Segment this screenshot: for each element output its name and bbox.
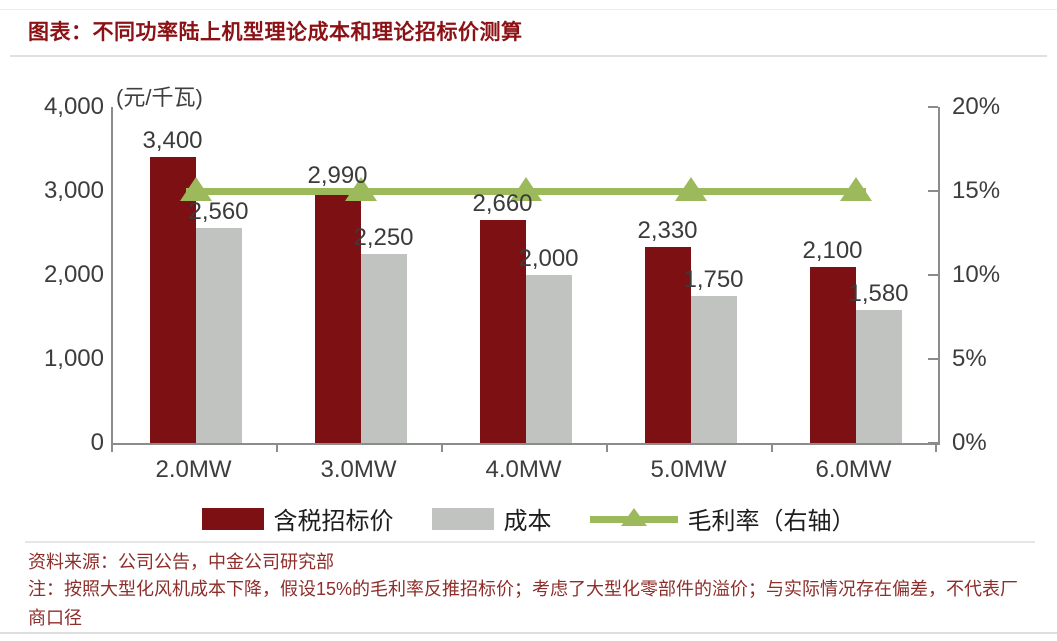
bar-bid-price-value-label: 2,990 <box>307 161 368 189</box>
footer-divider <box>25 541 1035 543</box>
legend-item: 含税招标价 <box>201 501 394 536</box>
bar-cost <box>855 310 902 443</box>
bar-cost-value-label: 2,000 <box>518 245 579 272</box>
bar-cost <box>360 254 407 443</box>
right-axis-tick-label: 15% <box>952 177 1001 204</box>
left-axis-tick-label: 1,000 <box>43 345 104 372</box>
bar-bid-price-value-label: 3,400 <box>142 127 203 155</box>
x-axis-category-label: 3.0MW <box>320 456 397 483</box>
x-axis-category-label: 2.0MW <box>155 456 232 483</box>
bar-cost-value-label: 1,750 <box>683 266 744 293</box>
legend-item: 毛利率（右轴） <box>589 501 856 536</box>
right-axis-tick-mark <box>928 190 938 192</box>
right-axis-tick-mark <box>928 358 938 360</box>
gross-margin-marker-triangle-icon <box>179 177 212 201</box>
legend-swatch-bar-icon <box>201 507 264 530</box>
x-axis-tick-mark <box>606 443 608 452</box>
bar-cost <box>690 296 737 443</box>
bar-bid-price <box>149 157 196 443</box>
gross-margin-marker-triangle-icon <box>839 177 872 201</box>
legend-triangle-icon <box>620 507 647 526</box>
right-axis-tick-label: 5% <box>952 345 987 372</box>
gross-margin-marker-triangle-icon <box>344 177 377 201</box>
bar-cost-value-label: 2,560 <box>188 197 249 225</box>
x-axis-tick-mark <box>111 443 113 452</box>
right-axis-tick-mark <box>928 106 938 108</box>
gross-margin-marker-triangle-icon <box>674 177 707 201</box>
left-axis-tick-label: 3,000 <box>43 177 104 204</box>
legend-swatch-bar-icon <box>431 507 494 530</box>
bar-bid-price-value-label: 2,660 <box>472 189 533 217</box>
bar-bid-price <box>479 219 526 443</box>
bar-cost <box>525 275 572 443</box>
right-axis-tick-label: 20% <box>952 93 1001 120</box>
note-text: 注：按照大型化风机成本下降，假设15%的毛利率反推招标价；考虑了大型化零部件的溢… <box>28 579 1019 628</box>
x-axis-tick-mark <box>771 443 773 452</box>
x-axis-tick-mark <box>276 443 278 452</box>
source-text: 资料来源：公司公告，中金公司研究部 <box>28 552 334 572</box>
top-divider <box>0 9 1057 10</box>
chart-legend: 含税招标价 成本 毛利率（右轴） <box>0 501 1057 536</box>
right-axis-tick-label: 10% <box>952 261 1001 288</box>
left-axis-tick-label: 4,000 <box>43 93 104 120</box>
chart-title: 图表：不同功率陆上机型理论成本和理论招标价测算 <box>28 21 523 44</box>
bar-bid-price <box>644 247 691 443</box>
left-axis-unit-label: (元/千瓦) <box>116 85 203 110</box>
bar-bid-price <box>809 266 856 443</box>
x-axis-category-label: 6.0MW <box>815 456 892 483</box>
gross-margin-marker-triangle-icon <box>509 177 542 201</box>
legend-swatch-line-icon <box>589 507 678 531</box>
left-axis-tick-label: 0 <box>90 429 104 456</box>
right-axis-tick-mark <box>928 442 938 444</box>
title-divider <box>10 55 1047 57</box>
x-axis-tick-mark <box>441 443 443 452</box>
x-axis-category-label: 5.0MW <box>650 456 727 483</box>
bar-cost-value-label: 1,580 <box>848 280 909 308</box>
bar-bid-price <box>314 191 361 443</box>
bar-bid-price-value-label: 2,330 <box>637 217 698 245</box>
left-axis-tick-label: 2,000 <box>43 261 104 288</box>
bar-cost <box>195 227 242 443</box>
legend-label: 毛利率（右轴） <box>687 508 856 535</box>
legend-item: 成本 <box>431 501 552 536</box>
x-axis-category-label: 4.0MW <box>485 456 562 483</box>
legend-label: 含税招标价 <box>273 508 394 535</box>
plot-area: 3,400 2,560 2,990 2,250 2,660 2,000 2,330 1,750… <box>111 106 940 445</box>
right-axis-tick-mark <box>928 274 938 276</box>
bar-cost-value-label: 2,250 <box>353 224 414 251</box>
bottom-divider <box>0 632 1057 634</box>
legend-label: 成本 <box>503 508 552 535</box>
right-axis-tick-label: 0% <box>952 429 987 456</box>
bar-bid-price-value-label: 2,100 <box>802 236 863 264</box>
x-axis-tick-mark <box>935 443 937 452</box>
